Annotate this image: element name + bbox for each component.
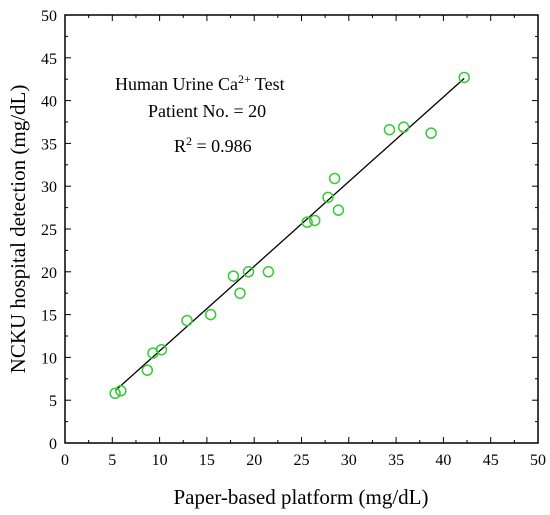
x-tick-label: 30: [341, 452, 357, 469]
y-tick-label: 40: [41, 94, 57, 111]
y-axis-title: NCKU hospital detection (mg/dL): [6, 85, 30, 374]
data-point: [308, 214, 321, 227]
x-tick-label: 50: [530, 452, 546, 469]
annotation-patient: Patient No. = 20: [148, 101, 266, 121]
y-tick-label: 30: [41, 179, 57, 196]
data-point: [204, 308, 217, 321]
x-tick-label: 15: [199, 452, 215, 469]
y-tick-label: 0: [49, 436, 57, 453]
data-point: [141, 364, 154, 376]
x-axis-title: Paper-based platform (mg/dL): [174, 485, 429, 509]
y-tick-label: 25: [41, 222, 57, 239]
data-point: [332, 204, 345, 216]
annotation-r2: R2 = 0.986: [174, 134, 252, 156]
annotation-r2-sup: 2: [186, 134, 192, 148]
x-tick-label: 25: [294, 452, 310, 469]
y-tick-label: 35: [41, 136, 57, 153]
y-tick-label: 5: [49, 393, 57, 410]
data-point: [322, 191, 334, 204]
data-point: [242, 266, 255, 278]
x-tick-label: 20: [246, 452, 262, 469]
x-tick-label: 0: [61, 452, 69, 469]
data-point: [458, 71, 470, 84]
x-tick-label: 40: [435, 452, 451, 469]
y-tick-label: 15: [41, 308, 57, 325]
data-point: [234, 287, 246, 299]
x-tick-label: 5: [108, 452, 116, 469]
data-point: [109, 387, 121, 400]
axis-ticks: [64, 14, 539, 444]
data-point: [383, 123, 396, 136]
data-point: [155, 343, 168, 356]
y-tick-label: 10: [41, 350, 57, 367]
data-point: [425, 127, 437, 139]
x-tick-label: 35: [388, 452, 404, 469]
data-point: [115, 385, 127, 397]
y-tick-label: 45: [41, 51, 57, 68]
data-point: [328, 172, 341, 185]
x-tick-label: 10: [152, 452, 168, 469]
y-tick-label: 50: [41, 8, 57, 25]
axis-tick-labels: 0 5 10 15 20 25 30 35 40 45 50 0 5 10 15 20 25 30 35 40 45 50: [41, 8, 546, 469]
data-point: [301, 216, 313, 228]
data-points: [109, 71, 470, 400]
x-tick-label: 45: [483, 452, 499, 469]
data-point: [262, 266, 275, 278]
data-point: [181, 314, 193, 327]
data-point: [227, 270, 240, 282]
fit-line: [114, 77, 465, 392]
annotation-test-sup: 2+: [238, 72, 251, 86]
annotation-test: Human Urine Ca2+ Test: [115, 72, 285, 94]
y-tick-label: 20: [41, 265, 57, 282]
data-point: [397, 121, 410, 133]
